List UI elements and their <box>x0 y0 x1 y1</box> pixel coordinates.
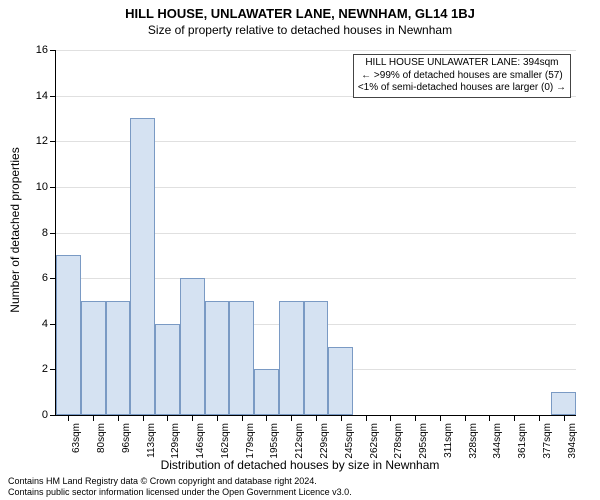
x-tick-label: 146sqm <box>195 423 206 459</box>
y-tick-label: 8 <box>28 227 48 239</box>
x-tick-label: 162sqm <box>220 423 231 459</box>
x-tick-label: 278sqm <box>393 423 404 459</box>
x-tick <box>489 415 490 421</box>
chart-title: HILL HOUSE, UNLAWATER LANE, NEWNHAM, GL1… <box>0 0 600 21</box>
y-axis-title: Number of detached properties <box>8 147 22 312</box>
x-tick <box>415 415 416 421</box>
histogram-bar <box>56 255 81 415</box>
histogram-bar <box>180 278 205 415</box>
x-tick-label: 377sqm <box>542 423 553 459</box>
y-tick <box>50 415 56 416</box>
footer-note: Contains HM Land Registry data © Crown c… <box>8 476 352 498</box>
x-tick <box>366 415 367 421</box>
histogram-bar <box>551 392 576 415</box>
x-tick-label: 344sqm <box>492 423 503 459</box>
histogram-bar <box>279 301 304 415</box>
x-tick-label: 63sqm <box>71 423 82 453</box>
histogram-bar <box>304 301 329 415</box>
footer-line2: Contains public sector information licen… <box>8 487 352 498</box>
x-tick-label: 96sqm <box>121 423 132 453</box>
x-tick-label: 129sqm <box>170 423 181 459</box>
x-tick <box>291 415 292 421</box>
histogram-bar <box>130 118 155 415</box>
x-tick <box>242 415 243 421</box>
x-tick-label: 394sqm <box>567 423 578 459</box>
x-tick-label: 229sqm <box>319 423 330 459</box>
x-tick-label: 328sqm <box>468 423 479 459</box>
histogram-bar <box>254 369 279 415</box>
y-tick <box>50 187 56 188</box>
y-tick-label: 6 <box>28 272 48 284</box>
annotation-box: HILL HOUSE UNLAWATER LANE: 394sqm← >99% … <box>353 54 571 98</box>
x-tick <box>539 415 540 421</box>
x-tick-label: 80sqm <box>96 423 107 453</box>
histogram-bar <box>229 301 254 415</box>
x-tick-label: 262sqm <box>369 423 380 459</box>
x-tick <box>514 415 515 421</box>
plot-area <box>55 50 576 416</box>
x-tick-label: 361sqm <box>517 423 528 459</box>
x-tick <box>217 415 218 421</box>
x-tick <box>143 415 144 421</box>
y-tick-label: 0 <box>28 409 48 421</box>
annotation-line1: HILL HOUSE UNLAWATER LANE: 394sqm <box>358 57 566 70</box>
y-tick-label: 12 <box>28 135 48 147</box>
x-tick-label: 113sqm <box>146 423 157 458</box>
x-tick <box>93 415 94 421</box>
histogram-bar <box>205 301 230 415</box>
y-tick <box>50 233 56 234</box>
histogram-bar <box>106 301 131 415</box>
y-tick-label: 14 <box>28 90 48 102</box>
x-tick <box>564 415 565 421</box>
x-tick <box>266 415 267 421</box>
footer-line1: Contains HM Land Registry data © Crown c… <box>8 476 352 487</box>
y-tick-label: 2 <box>28 363 48 375</box>
annotation-line2: ← >99% of detached houses are smaller (5… <box>358 70 566 83</box>
x-tick <box>440 415 441 421</box>
x-tick-label: 295sqm <box>418 423 429 459</box>
gridline-h <box>56 50 576 51</box>
x-tick <box>167 415 168 421</box>
x-tick-label: 311sqm <box>443 423 454 458</box>
x-tick <box>341 415 342 421</box>
histogram-bar <box>155 324 180 415</box>
x-tick-label: 245sqm <box>344 423 355 459</box>
chart-subtitle: Size of property relative to detached ho… <box>0 21 600 37</box>
x-tick <box>465 415 466 421</box>
x-axis-title: Distribution of detached houses by size … <box>0 458 600 472</box>
x-tick-label: 212sqm <box>294 423 305 459</box>
chart-container: HILL HOUSE, UNLAWATER LANE, NEWNHAM, GL1… <box>0 0 600 500</box>
y-tick-label: 4 <box>28 318 48 330</box>
x-tick-label: 195sqm <box>269 423 280 459</box>
y-tick <box>50 50 56 51</box>
x-tick <box>316 415 317 421</box>
y-tick-label: 10 <box>28 181 48 193</box>
y-tick <box>50 141 56 142</box>
x-tick-label: 179sqm <box>245 423 256 459</box>
histogram-bar <box>328 347 353 415</box>
x-tick <box>68 415 69 421</box>
y-tick-label: 16 <box>28 44 48 56</box>
x-tick <box>390 415 391 421</box>
annotation-line3: <1% of semi-detached houses are larger (… <box>358 82 566 95</box>
x-tick <box>118 415 119 421</box>
y-tick <box>50 96 56 97</box>
histogram-bar <box>81 301 106 415</box>
x-tick <box>192 415 193 421</box>
